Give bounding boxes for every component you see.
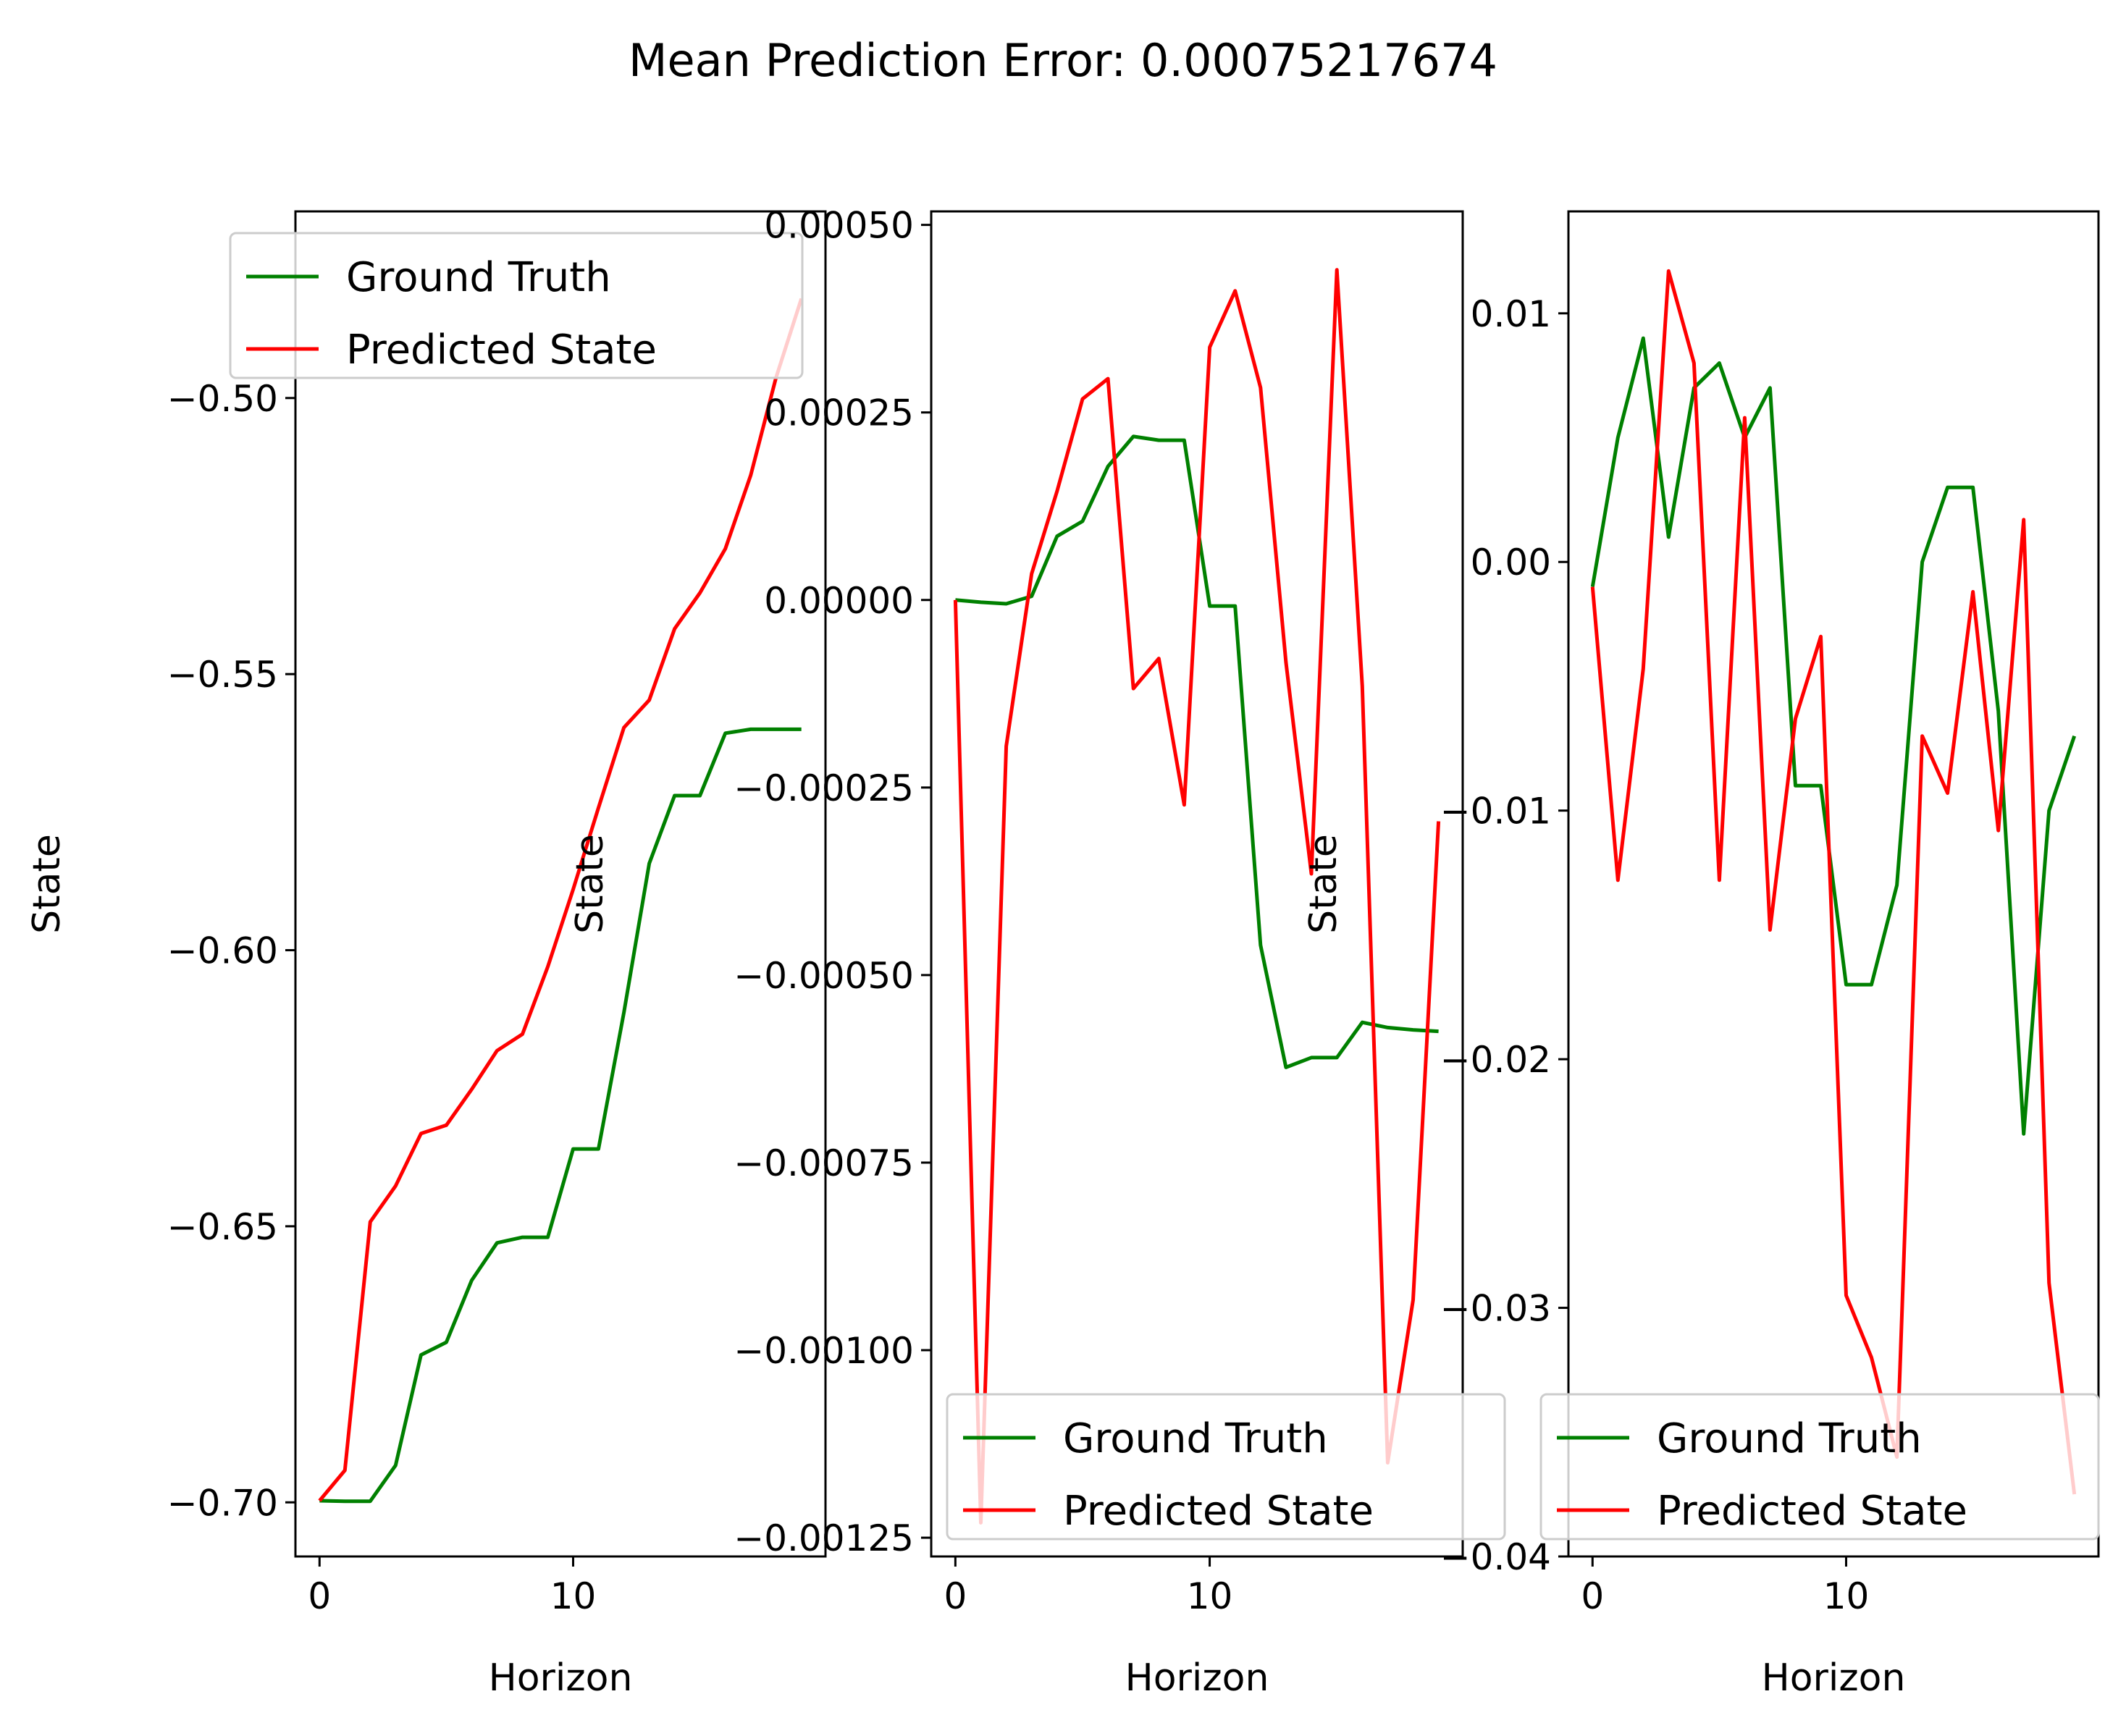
x-tick-label: 10 xyxy=(1187,1575,1233,1617)
axes-frame xyxy=(294,210,827,1558)
legend-label: Ground Truth xyxy=(346,254,611,301)
y-tick-label: 0.00000 xyxy=(764,580,914,622)
x-tick-label: 10 xyxy=(550,1575,597,1617)
series-line-ground-truth xyxy=(955,434,1439,1069)
y-tick-label: −0.60 xyxy=(167,930,278,972)
y-axis-label: State xyxy=(568,834,612,934)
series-line-ground-truth xyxy=(1590,336,2077,1136)
y-axis-label: State xyxy=(1302,834,1345,934)
series-line-predicted-state xyxy=(1590,269,2077,1495)
legend-label: Ground Truth xyxy=(1657,1415,1922,1462)
y-tick-label: −0.65 xyxy=(167,1206,278,1248)
x-tick-label: 10 xyxy=(1823,1575,1870,1617)
y-tick-label: −0.04 xyxy=(1440,1536,1551,1578)
y-tick-label: −0.01 xyxy=(1440,791,1551,833)
legend-frame xyxy=(946,1393,1506,1541)
legend-label: Predicted State xyxy=(1063,1488,1374,1535)
y-tick-label: −0.00075 xyxy=(734,1142,914,1184)
y-tick-label: 0.00050 xyxy=(764,205,914,247)
x-tick-label: 0 xyxy=(308,1575,331,1617)
legend-label: Ground Truth xyxy=(1063,1415,1328,1462)
legend: Ground Truth Predicted State xyxy=(946,1393,1506,1541)
series-line-predicted-state xyxy=(318,298,804,1502)
axes-frame xyxy=(930,210,1464,1558)
y-tick-label: −0.55 xyxy=(167,654,278,696)
series-line-predicted-state xyxy=(953,268,1441,1525)
legend-frame xyxy=(1539,1393,2100,1541)
legend: Ground Truth Predicted State xyxy=(229,232,804,379)
y-tick-label: −0.00125 xyxy=(734,1517,914,1559)
y-tick-label: 0.00 xyxy=(1471,542,1551,583)
subplot-3: 0 10 −0.04 −0.03 −0.02 −0.01 0.00 0.01 Horizon St… xyxy=(1302,210,2100,1700)
x-axis-label: Horizon xyxy=(489,1656,633,1700)
y-tick-label: −0.50 xyxy=(167,378,278,420)
legend: Ground Truth Predicted State xyxy=(1539,1393,2100,1541)
series-line-ground-truth xyxy=(319,727,802,1504)
x-tick-label: 0 xyxy=(1581,1575,1604,1617)
axes-frame xyxy=(1567,210,2100,1558)
legend-label: Predicted State xyxy=(346,326,657,374)
legend-frame xyxy=(229,232,804,379)
y-tick-label: −0.00050 xyxy=(734,955,914,997)
y-tick-label: −0.00025 xyxy=(734,767,914,809)
y-tick-label: −0.02 xyxy=(1440,1039,1551,1081)
y-tick-label: 0.00025 xyxy=(764,392,914,434)
y-axis-label: State xyxy=(25,834,69,934)
y-tick-label: 0.01 xyxy=(1471,293,1551,335)
subplot-2: 0 10 −0.00125 −0.00100 −0.00075 −0.00050 −0.00… xyxy=(568,205,1506,1700)
x-axis-label: Horizon xyxy=(1125,1656,1269,1700)
figure-title: Mean Prediction Error: 0.00075217674 xyxy=(629,34,1497,87)
y-tick-label: −0.00100 xyxy=(734,1330,914,1372)
y-tick-label: −0.03 xyxy=(1440,1288,1551,1330)
x-axis-label: Horizon xyxy=(1762,1656,1906,1700)
subplot-1: 0 10 −0.70 −0.65 −0.60 −0.55 −0.50 Horizon State… xyxy=(25,210,827,1700)
y-tick-label: −0.70 xyxy=(167,1482,278,1524)
x-tick-label: 0 xyxy=(944,1575,967,1617)
legend-label: Predicted State xyxy=(1657,1488,1967,1535)
